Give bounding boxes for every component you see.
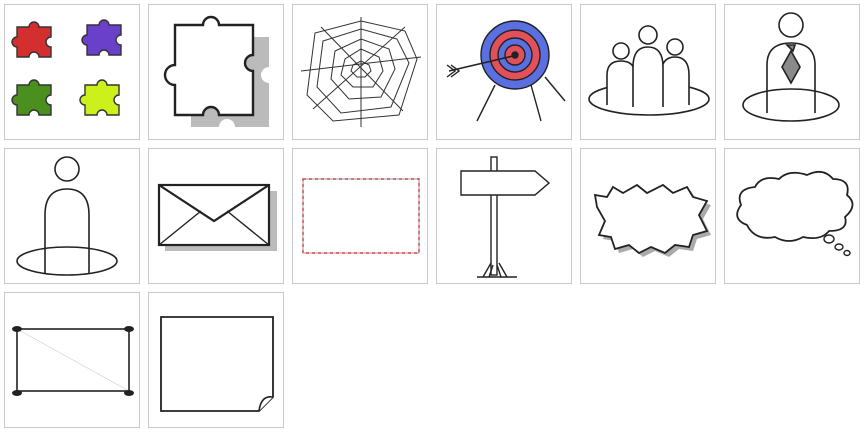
envelope-icon bbox=[157, 183, 277, 251]
shape-tile-target[interactable] bbox=[436, 4, 572, 140]
shape-tile-dashed-frame[interactable] bbox=[292, 148, 428, 284]
shape-gallery bbox=[4, 4, 860, 428]
shape-tile-spider-web[interactable] bbox=[292, 4, 428, 140]
spider-web-icon bbox=[300, 17, 422, 127]
shape-tile-explosion-bubble[interactable] bbox=[580, 148, 716, 284]
shape-tile-thought-cloud[interactable] bbox=[724, 148, 860, 284]
team-people-icon bbox=[588, 25, 710, 116]
shape-tile-pinned-frame[interactable] bbox=[4, 292, 140, 428]
shape-tile-person[interactable] bbox=[4, 148, 140, 284]
pinned-frame-icon bbox=[12, 326, 134, 396]
businessman-icon bbox=[742, 12, 840, 122]
shape-tile-businessman[interactable] bbox=[724, 4, 860, 140]
target-arrow-icon bbox=[446, 20, 566, 122]
explosion-bubble-icon bbox=[593, 183, 711, 257]
person-icon bbox=[16, 156, 118, 276]
shape-tile-puzzle-piece[interactable] bbox=[148, 4, 284, 140]
shape-tile-puzzle-pieces[interactable] bbox=[4, 4, 140, 140]
shape-tile-signpost[interactable] bbox=[436, 148, 572, 284]
thought-cloud-icon bbox=[736, 170, 854, 257]
puzzle-pieces-icon bbox=[11, 19, 122, 116]
paper-sheet-icon bbox=[160, 316, 274, 412]
dashed-frame-icon bbox=[302, 178, 420, 254]
shape-tile-team[interactable] bbox=[580, 4, 716, 140]
shape-tile-envelope[interactable] bbox=[148, 148, 284, 284]
signpost-icon bbox=[460, 156, 551, 278]
shape-tile-paper-sheet[interactable] bbox=[148, 292, 284, 428]
puzzle-piece-icon bbox=[163, 15, 269, 127]
